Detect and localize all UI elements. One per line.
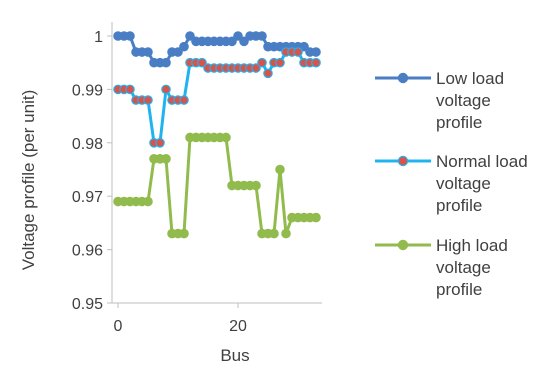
- legend-label-line: voltage: [436, 258, 491, 277]
- data-point: [143, 47, 153, 57]
- data-point: [161, 154, 171, 164]
- data-point: [125, 31, 135, 41]
- series-line: [118, 135, 316, 236]
- data-point: [311, 57, 321, 68]
- y-tick-label: 1: [94, 29, 103, 46]
- data-point: [251, 63, 261, 73]
- data-point: [299, 41, 309, 52]
- legend-label-line: voltage: [436, 91, 491, 110]
- data-point: [179, 228, 189, 239]
- data-point: [263, 68, 273, 79]
- y-tick-label: 0.99: [72, 82, 103, 99]
- data-point: [251, 180, 261, 191]
- data-point: [143, 95, 153, 105]
- data-point: [233, 31, 243, 41]
- data-point: [161, 84, 171, 95]
- data-point: [179, 41, 189, 52]
- legend-entry-1: Low load voltage profile: [375, 69, 504, 132]
- series-1: [113, 31, 321, 68]
- legend-entry-3: High load voltage profile: [375, 236, 508, 299]
- data-point: [155, 138, 165, 148]
- legend-marker: [397, 72, 409, 84]
- data-point: [311, 212, 321, 223]
- data-point: [185, 31, 195, 41]
- data-point: [125, 84, 135, 95]
- legend: Low load voltage profile Normal load voltage…: [375, 69, 528, 299]
- legend-entry-2: Normal load voltage profile: [375, 152, 528, 215]
- legend-marker: [397, 155, 409, 167]
- data-point: [227, 36, 237, 47]
- data-point: [239, 36, 249, 47]
- series-lines: [113, 31, 321, 239]
- data-point: [275, 57, 285, 68]
- data-point: [281, 228, 291, 239]
- data-point: [173, 47, 183, 57]
- axes: 0.95 0.96 0.97 0.98 0.99 1 0 20: [72, 22, 322, 335]
- data-point: [143, 196, 153, 207]
- data-point: [257, 31, 267, 41]
- data-point: [311, 47, 321, 57]
- y-tick-label: 0.98: [72, 136, 103, 153]
- data-point: [179, 95, 189, 105]
- legend-label-line: profile: [436, 113, 482, 132]
- data-point: [221, 132, 231, 143]
- legend-label-line: profile: [436, 280, 482, 299]
- x-tick-label: 20: [229, 318, 247, 335]
- legend-marker: [397, 239, 409, 251]
- data-point: [275, 164, 285, 175]
- series-2: [113, 47, 321, 148]
- legend-label-line: profile: [436, 196, 482, 215]
- legend-label-line: Low load: [436, 69, 504, 88]
- data-point: [197, 57, 207, 68]
- data-point: [161, 57, 171, 68]
- data-point: [257, 57, 267, 68]
- legend-label-line: voltage: [436, 174, 491, 193]
- data-point: [269, 228, 279, 239]
- y-tick-label: 0.97: [72, 189, 103, 206]
- series-3: [113, 132, 321, 239]
- x-tick-label: 0: [114, 318, 123, 335]
- data-point: [293, 47, 303, 57]
- legend-label-line: Normal load: [436, 152, 528, 171]
- y-tick-label: 0.95: [72, 296, 103, 313]
- y-tick-label: 0.96: [72, 243, 103, 260]
- y-axis-title: Voltage profile (per unit): [19, 90, 38, 271]
- x-axis-title: Bus: [220, 346, 249, 365]
- legend-label-line: High load: [436, 236, 508, 255]
